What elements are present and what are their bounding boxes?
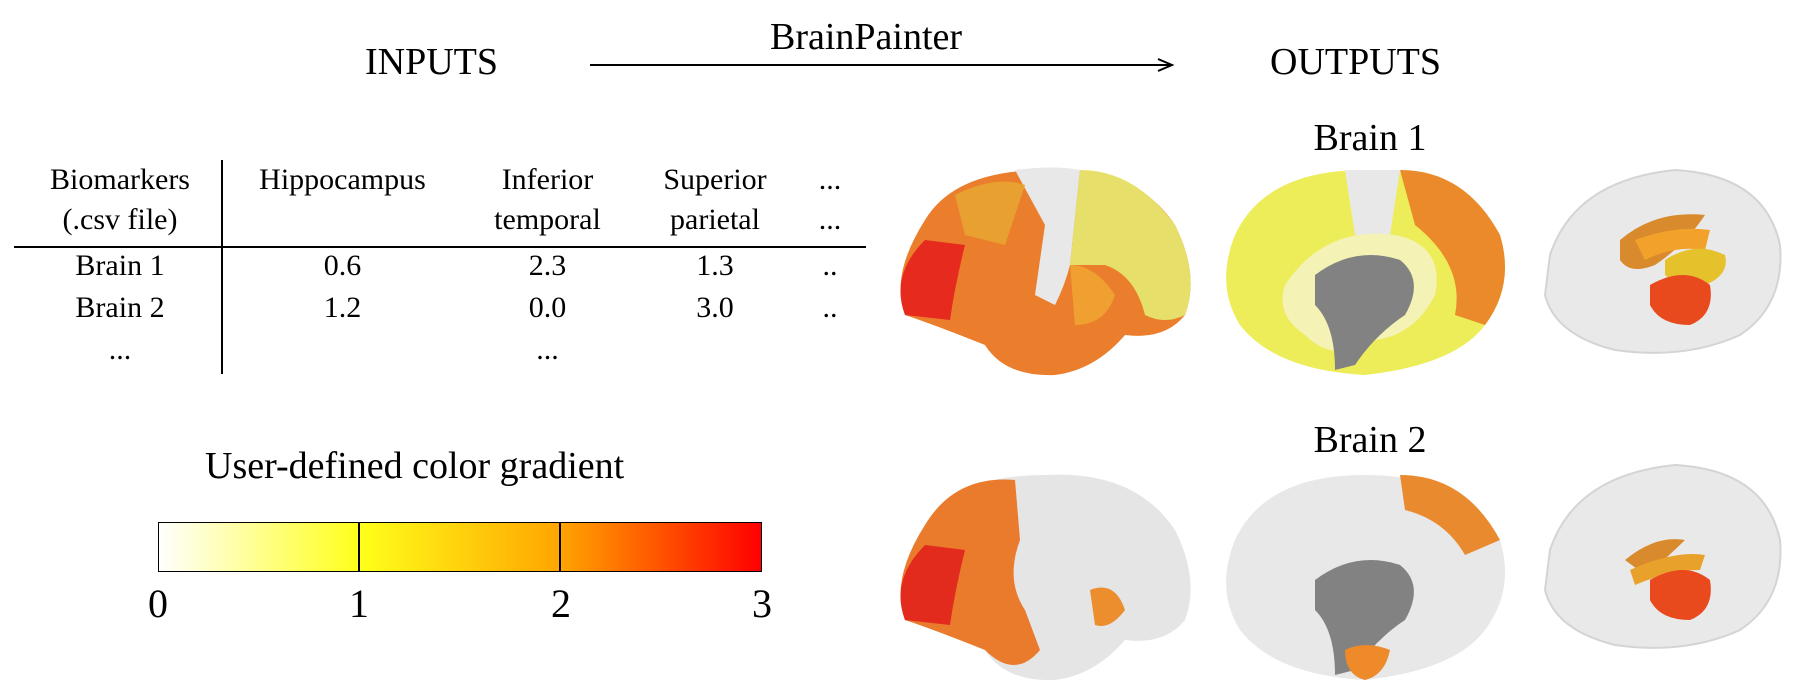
colorbar-label-1: 1 bbox=[349, 581, 369, 626]
brain1-title: Brain 1 bbox=[1313, 117, 1427, 159]
table-row-label: Brain 1 bbox=[75, 249, 165, 282]
outputs-heading: OUTPUTS bbox=[1270, 41, 1442, 83]
brain2-medial-view bbox=[1226, 475, 1505, 680]
col-header-hippocampus: Hippocampus bbox=[259, 163, 426, 196]
table-cell: ... bbox=[536, 333, 559, 366]
brain1-lateral-view bbox=[900, 167, 1191, 376]
table-cell: 1.3 bbox=[696, 249, 734, 282]
table-cell: 3.0 bbox=[696, 291, 734, 324]
color-gradient-bar bbox=[158, 522, 762, 572]
brain2-subcortical-view bbox=[1543, 463, 1782, 649]
col-header-more: ... bbox=[818, 163, 842, 196]
col-header-superior: Superior bbox=[663, 163, 767, 196]
col-header-inferior-sub: temporal bbox=[494, 203, 601, 236]
table-cell: .. bbox=[822, 249, 838, 282]
table-cell: 0.0 bbox=[528, 291, 567, 324]
colorbar-tick-2 bbox=[559, 523, 561, 571]
pipeline-arrow bbox=[590, 58, 1175, 72]
brain1-subcortical-view bbox=[1543, 168, 1782, 354]
table-cell: 0.6 bbox=[323, 249, 362, 282]
brain2-lateral-view bbox=[900, 474, 1191, 681]
col-header-more-sub: ... bbox=[818, 203, 842, 236]
col-header-inferior: Inferior bbox=[501, 163, 594, 196]
colorbar-label-2: 2 bbox=[551, 581, 571, 626]
table-row-label: ... bbox=[108, 333, 132, 366]
col-header-biomarkers: Biomarkers bbox=[50, 163, 190, 196]
colorbar-tick-1 bbox=[358, 523, 360, 571]
colorbar-label-0: 0 bbox=[148, 581, 168, 626]
table-cell: 2.3 bbox=[528, 249, 567, 282]
brainpainter-label: BrainPainter bbox=[770, 16, 963, 58]
table-row-label: Brain 2 bbox=[75, 291, 165, 324]
colorbar-label-3: 3 bbox=[752, 581, 772, 626]
inputs-heading: INPUTS bbox=[365, 41, 499, 83]
brain1-medial-view bbox=[1226, 170, 1505, 375]
table-header-rule bbox=[14, 246, 866, 248]
table-cell: .. bbox=[822, 291, 838, 324]
brain2-title: Brain 2 bbox=[1313, 419, 1427, 461]
table-cell: 1.2 bbox=[323, 291, 362, 324]
col-header-superior-sub: parietal bbox=[670, 203, 760, 236]
colorbar-title: User-defined color gradient bbox=[205, 445, 625, 487]
col-header-biomarkers-sub: (.csv file) bbox=[62, 203, 178, 236]
table-column-rule bbox=[221, 160, 223, 374]
